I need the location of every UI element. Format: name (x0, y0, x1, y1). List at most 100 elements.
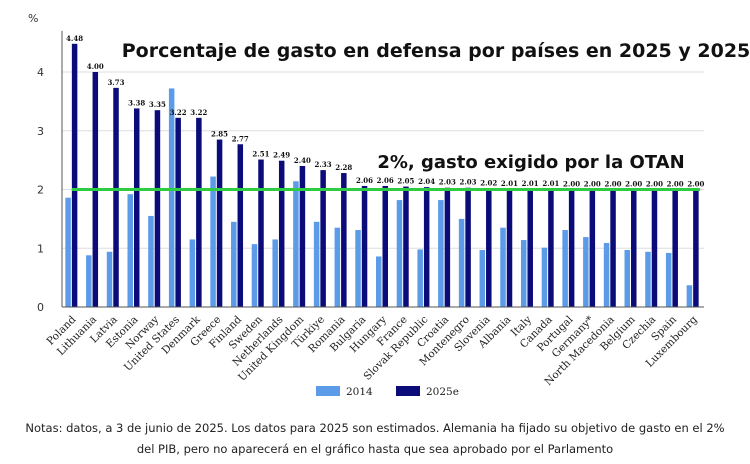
bar-2014-lithuania (86, 255, 92, 307)
data-label-italy: 2.01 (522, 179, 539, 188)
y-tick-label-4: 4 (37, 66, 44, 79)
bar-2025e-norway (154, 110, 161, 307)
bar-2025e-canada (548, 188, 554, 307)
data-label-estonia: 3.38 (128, 98, 145, 107)
bar-2014-croatia (438, 200, 444, 307)
bar-2025e-united-states (175, 117, 181, 307)
data-label-united-kingdom: 2.40 (294, 156, 311, 165)
bar-2014-romania (334, 227, 341, 307)
data-label-portugal: 2.00 (563, 180, 580, 189)
bar-2025e-bulgaria (361, 185, 368, 307)
bar-2025e-finland (237, 144, 244, 307)
bar-2014-latvia (106, 251, 113, 307)
data-label-slovenia: 2.02 (480, 178, 497, 187)
bar-2025e-netherlands (278, 160, 285, 307)
bar-2014-portugal (562, 230, 568, 307)
bar-2014-italy (520, 240, 527, 307)
data-label-denmark: 3.22 (190, 108, 207, 117)
bar-2025e-germany- (589, 189, 596, 307)
bar-2025e-slovak-republic (423, 187, 430, 307)
bar-2014-bulgaria (355, 230, 361, 307)
bar-2014-united-states (168, 88, 175, 307)
bar-2025e-romania (341, 173, 347, 307)
bar-2025e-greece (216, 139, 223, 307)
data-label-slovak-republic: 2.04 (418, 177, 435, 186)
bar-2014-france (396, 200, 403, 307)
bar-2014-hungary (376, 256, 382, 307)
bar-2014-spain (665, 252, 672, 307)
bar-2014-norway (148, 215, 154, 307)
data-label-lithuania: 4.00 (87, 62, 104, 71)
bar-2014-netherlands (272, 239, 278, 307)
data-label-belgium: 2.00 (625, 180, 642, 189)
bar-2025e-estonia (133, 108, 140, 307)
data-label-finland: 2.77 (232, 134, 249, 143)
bar-2025e-sweden (258, 159, 264, 307)
data-label-netherlands: 2.49 (273, 151, 290, 160)
bar-2014-poland (65, 197, 71, 307)
data-label-united-states: 3.22 (170, 108, 187, 117)
bar-2014-t-rkiye (313, 221, 320, 307)
bar-2025e-italy (527, 188, 533, 307)
bars-layer (65, 43, 699, 308)
data-label-latvia: 3.73 (107, 78, 124, 87)
bar-2025e-portugal (568, 189, 575, 307)
chart-title: Porcentaje de gasto en defensa por paíse… (122, 40, 750, 62)
bar-2014-denmark (189, 239, 196, 307)
data-label-hungary: 2.06 (377, 176, 394, 185)
bar-2014-czechia (645, 251, 651, 307)
bar-2025e-france (403, 186, 409, 307)
otan-reference-label: 2%, gasto exigido por la OTAN (377, 152, 684, 173)
y-axis-unit: % (28, 12, 38, 25)
bar-2025e-t-rkiye (320, 170, 326, 307)
data-label-czechia: 2.00 (646, 180, 663, 189)
bar-2014-germany- (583, 237, 589, 307)
legend-swatch-2025e (396, 386, 420, 396)
y-tick-label-2: 2 (37, 184, 44, 197)
bar-2014-finland (231, 221, 237, 307)
data-label-luxembourg: 2.00 (687, 180, 704, 189)
bar-2014-belgium (624, 250, 631, 307)
x-axis-layer: PolandLithuaniaLatviaEstoniaNorwayUnited… (44, 306, 704, 388)
bar-2014-sweden (251, 244, 258, 307)
data-label-greece: 2.85 (211, 130, 228, 139)
data-label-france: 2.05 (397, 177, 414, 186)
bar-2014-canada (541, 247, 548, 307)
data-labels-layer: 4.48 4.003.73 3.38 3.35 3.22 3.22 2.85 2.772.51… (66, 34, 704, 189)
bar-2025e-belgium (631, 189, 637, 307)
bar-2014-albania (500, 227, 506, 307)
bar-2025e-latvia (113, 87, 119, 307)
bar-2025e-croatia (444, 187, 451, 307)
bar-2014-north-macedonia (603, 242, 610, 307)
bar-2025e-hungary (382, 185, 388, 307)
bar-2014-slovak-republic (417, 249, 423, 307)
bar-2014-united-kingdom (293, 181, 299, 307)
bar-2025e-united-kingdom (299, 166, 306, 307)
bar-2014-montenegro (458, 218, 465, 307)
data-label-romania: 2.28 (335, 163, 352, 172)
bar-2014-luxembourg (686, 285, 693, 307)
bar-2025e-montenegro (465, 187, 471, 307)
data-label-norway: 3.35 (149, 100, 166, 109)
bar-2025e-north-macedonia (610, 189, 616, 307)
data-label-north-macedonia: 2.00 (604, 180, 621, 189)
data-label-croatia: 2.03 (439, 178, 456, 187)
bar-2025e-luxembourg (693, 189, 699, 307)
data-label-canada: 2.01 (542, 179, 559, 188)
y-tick-label-3: 3 (37, 125, 44, 138)
data-label-t-rkiye: 2.33 (315, 160, 332, 169)
bar-2014-slovenia (479, 250, 486, 307)
bar-2025e-slovenia (486, 188, 492, 307)
y-tick-label-0: 0 (37, 301, 44, 314)
bar-2025e-poland (71, 43, 78, 308)
data-label-albania: 2.01 (501, 179, 518, 188)
chart-notes: Notas: datos, a 3 de junio de 2025. Los … (25, 421, 725, 456)
legend-swatch-2014 (316, 386, 340, 396)
bar-2025e-denmark (196, 117, 202, 307)
data-label-spain: 2.00 (667, 180, 684, 189)
data-label-montenegro: 2.03 (460, 178, 477, 187)
legend-label-2014: 2014 (346, 386, 373, 398)
bar-2014-estonia (127, 194, 133, 307)
y-tick-label-1: 1 (37, 242, 44, 255)
